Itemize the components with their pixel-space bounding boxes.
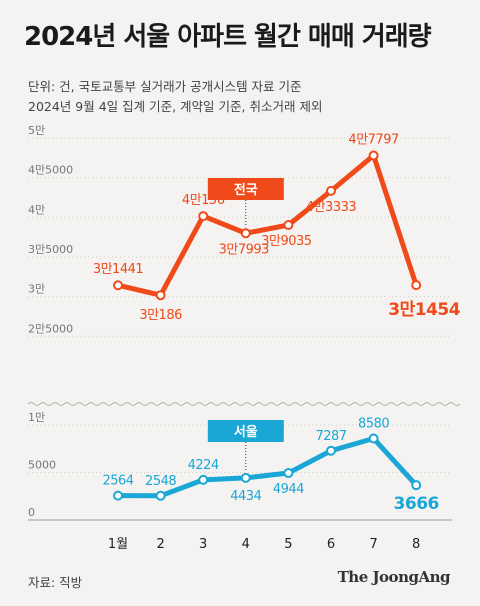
data-label: 2564 (102, 474, 133, 489)
y-tick-label-upper: 5만 (28, 124, 45, 137)
axis-break-wave (27, 401, 461, 407)
data-point (368, 150, 379, 161)
legend-label: 전국 (234, 182, 258, 198)
data-label: 2548 (145, 474, 176, 489)
data-point (326, 185, 336, 196)
data-point (113, 490, 123, 501)
series-line-upper (115, 152, 419, 298)
y-tick-label-upper: 4만 (28, 203, 45, 216)
data-point (240, 472, 251, 483)
data-point (283, 219, 294, 230)
data-label: 3만1454 (388, 300, 460, 320)
y-tick-label-upper: 2만5000 (28, 322, 73, 335)
x-tick-label: 8 (412, 537, 420, 552)
x-tick-label: 7 (369, 537, 377, 552)
data-point (155, 290, 166, 301)
data-label: 7287 (315, 429, 346, 444)
data-label: 8580 (358, 416, 389, 431)
data-point (240, 228, 251, 239)
data-label: 4434 (230, 489, 261, 504)
x-tick-label: 4 (242, 537, 250, 552)
data-point (283, 468, 294, 479)
data-point (198, 211, 209, 222)
data-point (198, 474, 209, 485)
y-tick-label-lower: 1만 (28, 411, 45, 424)
data-point (113, 280, 123, 291)
x-tick-label: 1월 (108, 537, 128, 552)
y-tick-label-upper: 3만5000 (28, 243, 73, 256)
data-point (368, 433, 379, 444)
unit-note: 단위: 건, 국토교통부 실거래가 공개시스템 자료 기준 (28, 79, 302, 94)
data-point (411, 480, 422, 491)
data-label: 3만186 (139, 308, 182, 323)
y-tick-label-upper: 4만5000 (28, 164, 73, 177)
data-label: 3만7993 (219, 242, 270, 257)
data-label: 3만9035 (261, 234, 312, 249)
data-label: 4944 (273, 482, 304, 497)
data-point (326, 445, 336, 456)
y-tick-label-upper: 3만 (28, 283, 45, 296)
source-note: 자료: 직방 (28, 575, 83, 590)
x-tick-label: 2 (156, 537, 164, 552)
x-tick-label: 3 (199, 537, 207, 552)
data-label: 3만1441 (93, 262, 144, 277)
data-point (155, 490, 166, 501)
data-label: 4만7797 (348, 132, 399, 147)
legend-label: 서울 (234, 424, 258, 440)
data-label: 4224 (188, 458, 219, 473)
y-tick-label-lower: 0 (28, 506, 35, 519)
chart-title: 2024년 서울 아파트 월간 매매 거래량 (24, 22, 432, 52)
x-tick-label: 6 (327, 537, 335, 552)
legend-badge (207, 178, 284, 200)
y-tick-label-lower: 5000 (28, 459, 56, 472)
x-tick-label: 5 (284, 537, 292, 552)
brand-logo: The JoongAng (337, 568, 451, 586)
data-label: 4만3333 (306, 200, 357, 215)
data-point (411, 280, 422, 291)
legend-badge (207, 420, 284, 442)
date-note: 2024년 9월 4일 집계 기준, 계약일 기준, 취소거래 제외 (28, 99, 323, 114)
series-line-lower (115, 435, 419, 499)
line-chart: 5만 4만5000 4만 3만5000 3만 2만5000 1만 5000 0 1월 2 3 4 5 6 7 8… (27, 124, 461, 552)
data-label: 3666 (394, 494, 439, 514)
